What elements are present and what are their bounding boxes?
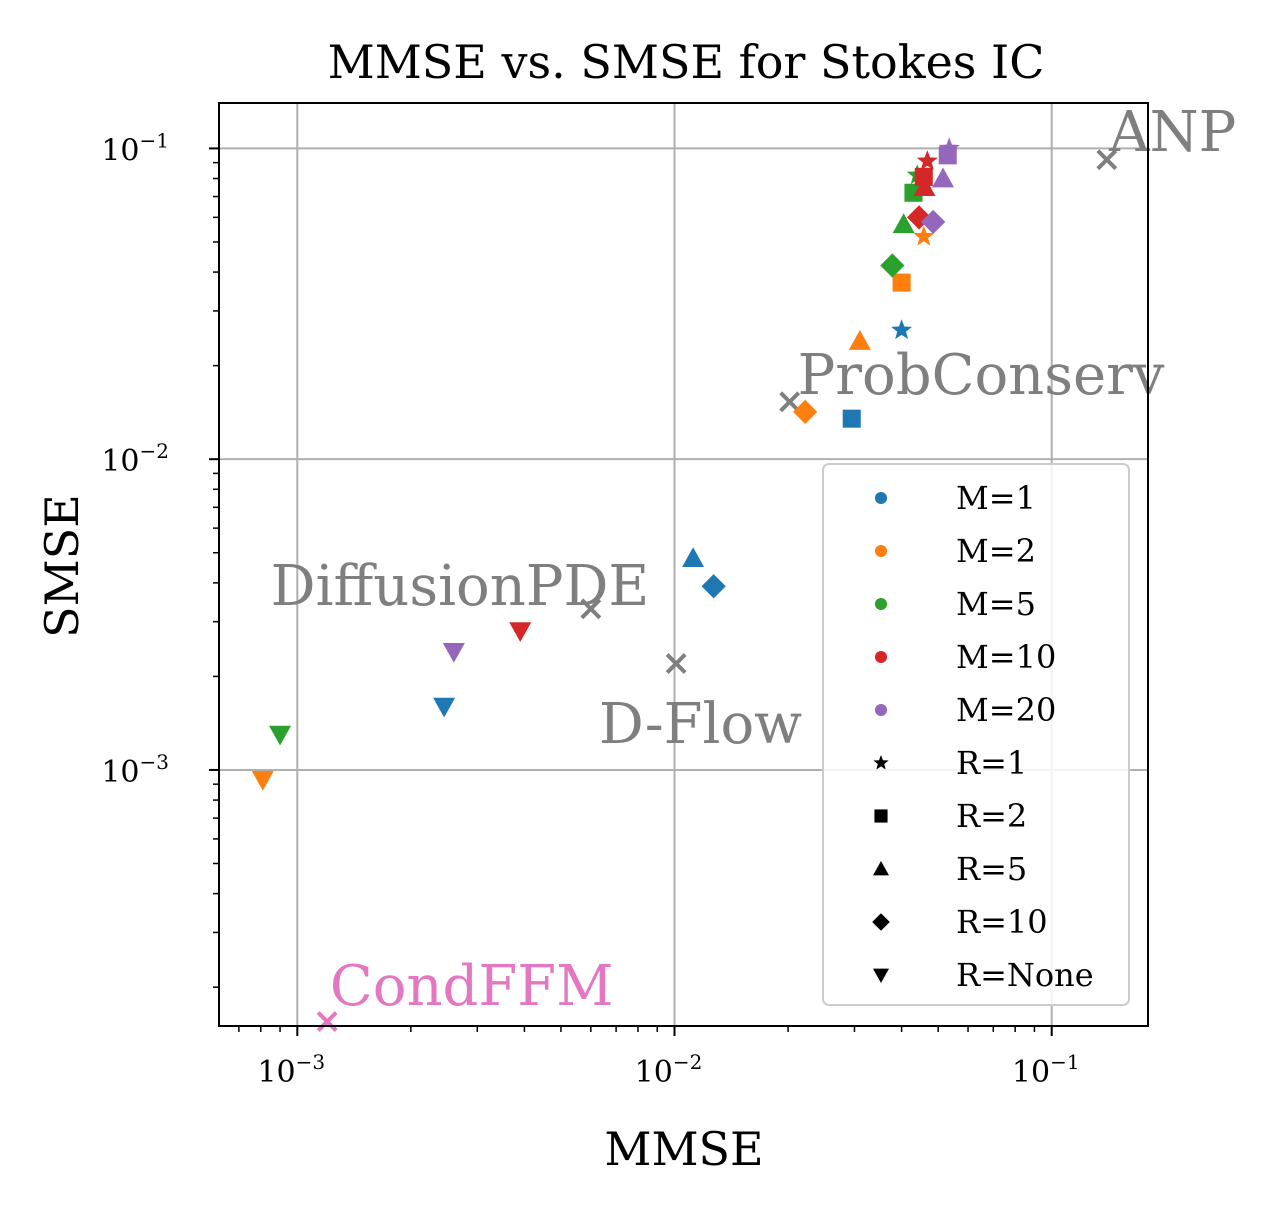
data-point	[848, 330, 871, 350]
data-point	[891, 319, 913, 340]
data-point	[842, 409, 861, 428]
baseline-point-diffusionpde	[580, 598, 602, 620]
legend-marker	[874, 809, 888, 823]
data-point	[793, 399, 818, 424]
data-marks	[251, 137, 1118, 1032]
legend-marker	[873, 968, 889, 983]
legend-label: R=5	[956, 850, 1027, 888]
data-point	[913, 225, 935, 246]
legend-label: R=10	[956, 903, 1048, 941]
legend-label: M=5	[956, 585, 1036, 623]
data-point	[932, 167, 955, 188]
legend-marker	[874, 544, 888, 558]
data-point	[433, 697, 456, 718]
legend-label: M=1	[956, 479, 1036, 517]
annotation-diffusionpde: DiffusionPDE	[271, 554, 650, 619]
baseline-point-probconserv	[779, 391, 801, 413]
legend: M=1 M=2 M=5 M=10 M=20 R=1 R=2 R=5 R=10 R=None	[822, 463, 1130, 1006]
x-tick-label: 10−3	[257, 1050, 325, 1090]
legend-label: R=2	[956, 797, 1027, 835]
y-axis-label: SMSE	[35, 494, 89, 638]
legend-label: M=20	[956, 691, 1056, 729]
data-point	[509, 622, 532, 642]
data-point	[251, 770, 274, 791]
data-point	[269, 725, 292, 746]
legend-label: M=10	[956, 638, 1056, 676]
axis-tick-labels: 10−3 10−2 10−110−310−210−1	[101, 128, 1079, 1090]
plot-frame	[218, 102, 1149, 1027]
annotation-d-flow: D-Flow	[599, 692, 802, 757]
chart-title: MMSE vs. SMSE for Stokes IC	[328, 35, 1045, 89]
data-point	[921, 209, 946, 235]
data-point	[442, 642, 465, 663]
data-point	[913, 176, 936, 197]
baseline-point-condffm	[316, 1011, 338, 1032]
baseline-point-d-flow	[665, 653, 687, 674]
annotation-condffm: CondFFM	[330, 954, 614, 1019]
legend-marker	[874, 650, 888, 664]
data-point	[906, 205, 932, 230]
data-point	[892, 213, 915, 234]
annotation-probconserv: ProbConserv	[798, 343, 1165, 408]
annotation-anp: ANP	[1108, 100, 1236, 165]
data-point	[880, 253, 905, 278]
data-point	[682, 547, 705, 568]
legend-label: R=None	[956, 956, 1094, 994]
annotations: ANP ProbConserv DiffusionPDE D-Flow CondFFM	[271, 100, 1237, 1019]
legend-label: R=1	[956, 744, 1027, 782]
legend-marker	[874, 703, 888, 717]
data-point	[701, 574, 726, 599]
legend-marker	[873, 861, 889, 876]
legend-marker	[874, 491, 888, 505]
legend-marker	[873, 755, 889, 770]
legend-marker	[874, 597, 888, 611]
x-axis-label: MMSE	[604, 1122, 763, 1176]
legend-marker	[872, 913, 890, 931]
data-point	[914, 167, 933, 186]
legend-label: M=2	[956, 532, 1036, 570]
legend-box	[822, 463, 1130, 1006]
data-point	[938, 146, 957, 165]
data-point	[892, 273, 911, 292]
data-point	[916, 150, 938, 171]
baseline-point-anp	[1096, 149, 1118, 171]
